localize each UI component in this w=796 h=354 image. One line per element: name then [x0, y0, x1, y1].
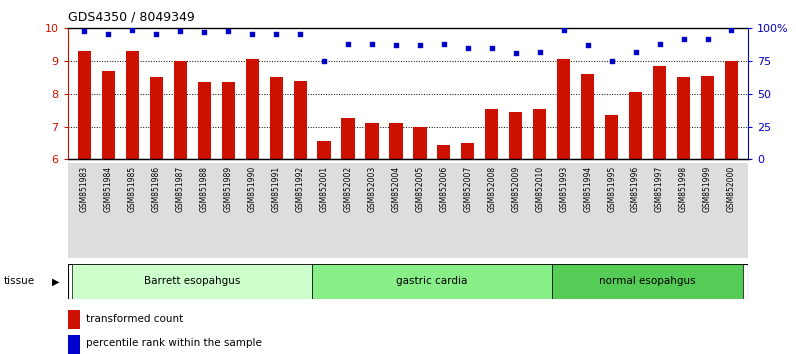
Text: GSM852004: GSM852004 — [392, 166, 400, 212]
Text: GSM852005: GSM852005 — [416, 166, 424, 212]
Text: GSM852003: GSM852003 — [368, 166, 377, 212]
Point — [486, 45, 498, 51]
Bar — [629, 92, 642, 159]
Text: GSM851988: GSM851988 — [200, 166, 209, 212]
Bar — [437, 144, 451, 159]
Text: GSM851993: GSM851993 — [560, 166, 568, 212]
Point — [174, 28, 186, 34]
Bar — [552, 264, 743, 299]
Text: GSM851992: GSM851992 — [295, 166, 305, 212]
Text: GSM851998: GSM851998 — [679, 166, 688, 212]
Text: normal esopahgus: normal esopahgus — [599, 276, 696, 286]
Bar — [78, 51, 91, 159]
Text: transformed count: transformed count — [86, 314, 183, 324]
Text: GSM852009: GSM852009 — [511, 166, 521, 212]
Point — [701, 36, 714, 42]
Point — [198, 29, 211, 35]
Point — [389, 42, 402, 48]
Point — [318, 58, 330, 64]
Text: GSM852006: GSM852006 — [439, 166, 448, 212]
Point — [270, 31, 283, 36]
Bar — [653, 66, 666, 159]
Text: GSM851989: GSM851989 — [224, 166, 232, 212]
Point — [341, 41, 354, 47]
Text: GSM851997: GSM851997 — [655, 166, 664, 212]
Bar — [72, 264, 312, 299]
Point — [365, 41, 378, 47]
Point — [533, 49, 546, 55]
Bar — [150, 78, 163, 159]
Text: ▶: ▶ — [53, 276, 60, 286]
Bar — [581, 74, 595, 159]
Point — [654, 41, 666, 47]
Point — [438, 41, 451, 47]
Text: GSM852008: GSM852008 — [487, 166, 497, 212]
Bar — [318, 141, 330, 159]
Bar — [174, 61, 187, 159]
Point — [630, 49, 642, 55]
Bar — [270, 78, 283, 159]
Bar — [677, 78, 690, 159]
Point — [557, 27, 570, 33]
Text: gastric cardia: gastric cardia — [396, 276, 467, 286]
Text: tissue: tissue — [4, 276, 35, 286]
Text: GSM851984: GSM851984 — [104, 166, 113, 212]
Text: Barrett esopahgus: Barrett esopahgus — [144, 276, 240, 286]
Point — [414, 42, 427, 48]
Text: GSM851983: GSM851983 — [80, 166, 89, 212]
Bar — [461, 143, 474, 159]
Text: GSM852010: GSM852010 — [535, 166, 544, 212]
Bar — [246, 59, 259, 159]
Text: GSM852007: GSM852007 — [463, 166, 472, 212]
Text: GSM851994: GSM851994 — [583, 166, 592, 212]
Text: GSM852001: GSM852001 — [319, 166, 329, 212]
Text: GSM852000: GSM852000 — [727, 166, 736, 212]
Point — [102, 31, 115, 36]
Text: GSM851986: GSM851986 — [152, 166, 161, 212]
Bar — [221, 82, 235, 159]
Bar — [605, 115, 618, 159]
Text: GDS4350 / 8049349: GDS4350 / 8049349 — [68, 11, 194, 24]
Text: GSM851987: GSM851987 — [176, 166, 185, 212]
Point — [294, 31, 306, 36]
Bar — [413, 126, 427, 159]
Bar — [725, 61, 738, 159]
Text: GSM851990: GSM851990 — [248, 166, 256, 212]
Text: GSM851991: GSM851991 — [271, 166, 281, 212]
Bar — [389, 123, 403, 159]
Point — [246, 31, 259, 36]
Point — [605, 58, 618, 64]
Bar — [197, 82, 211, 159]
Point — [222, 28, 235, 34]
Bar — [486, 109, 498, 159]
Point — [462, 45, 474, 51]
Text: GSM851999: GSM851999 — [703, 166, 712, 212]
Bar — [312, 264, 552, 299]
Point — [78, 28, 91, 34]
Text: GSM851985: GSM851985 — [128, 166, 137, 212]
Bar — [341, 118, 355, 159]
Bar — [533, 109, 546, 159]
Point — [126, 27, 139, 33]
Bar — [365, 123, 379, 159]
Bar — [509, 112, 522, 159]
Point — [725, 27, 738, 33]
Text: GSM851995: GSM851995 — [607, 166, 616, 212]
Bar — [701, 76, 714, 159]
Bar — [557, 59, 570, 159]
Point — [677, 36, 690, 42]
Text: GSM852002: GSM852002 — [344, 166, 353, 212]
Bar — [126, 51, 139, 159]
Point — [509, 50, 522, 56]
Point — [150, 31, 162, 36]
Point — [581, 42, 594, 48]
Bar — [102, 71, 115, 159]
Text: GSM851996: GSM851996 — [631, 166, 640, 212]
Bar — [294, 81, 306, 159]
Text: percentile rank within the sample: percentile rank within the sample — [86, 338, 262, 348]
